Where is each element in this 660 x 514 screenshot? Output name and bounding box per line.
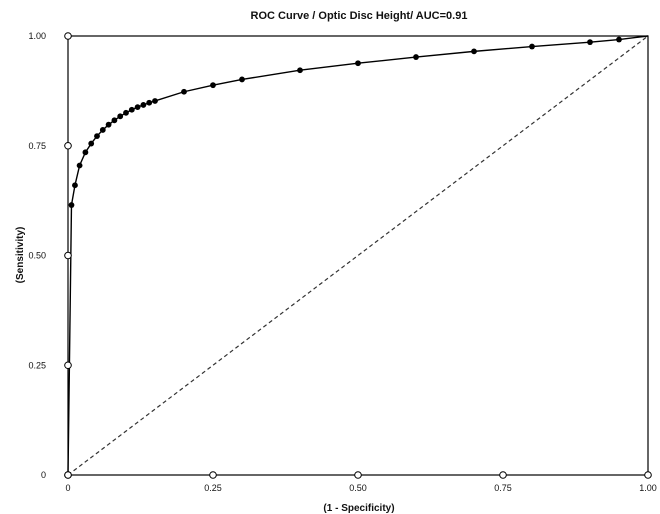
x-axis-label: (1 - Specificity) [323,503,394,514]
roc-point [88,140,95,147]
y-tick-marker [64,251,72,260]
x-tick-label: 1.00 [639,483,657,493]
roc-point [140,102,147,108]
y-tick-label: 0 [41,470,46,480]
y-tick-label: 1.00 [28,31,46,41]
roc-point [239,76,245,83]
roc-point [471,48,477,55]
roc-point [587,39,593,46]
roc-point [94,133,100,139]
y-tick-marker [64,141,72,150]
roc-point [99,127,106,133]
roc-point [123,109,129,116]
x-tick-label: 0.50 [349,483,367,493]
x-tick-marker [354,471,362,479]
x-tick-label: 0 [65,483,70,493]
x-tick-label: 0.75 [494,483,512,493]
roc-point [68,202,75,208]
roc-point [111,117,118,124]
roc-point [152,98,158,104]
roc-point [297,67,303,74]
roc-point [134,104,141,111]
y-tick-marker [64,471,72,479]
y-axis-label: (Sensitivity) [15,227,26,284]
roc-point [529,43,535,50]
roc-point [413,54,419,60]
roc-curve-line [67,35,649,476]
series-layer [67,35,649,476]
y-axis-ticks: 0 0.25 0.50 0.75 1.00 [28,31,72,480]
roc-point [76,162,83,169]
x-tick-label: 0.25 [204,483,222,493]
roc-point [181,88,187,95]
x-tick-marker [209,471,217,479]
y-tick-label: 0.75 [28,141,46,151]
roc-point [105,121,112,128]
y-tick-marker [64,361,72,370]
roc-point [355,60,361,67]
y-tick-marker [64,32,72,40]
y-tick-label: 0.50 [28,251,46,261]
roc-point [82,149,89,156]
x-tick-marker [644,471,652,479]
y-tick-label: 0.25 [28,360,46,370]
chart-title: ROC Curve / Optic Disc Height/ AUC=0.91 [251,10,468,22]
reference-diagonal-line [67,35,649,476]
roc-point [616,36,622,43]
roc-point [128,106,135,113]
roc-point [117,113,124,120]
roc-point [146,99,153,106]
x-tick-marker [499,471,507,479]
roc-point [210,82,216,89]
roc-point [72,182,78,189]
